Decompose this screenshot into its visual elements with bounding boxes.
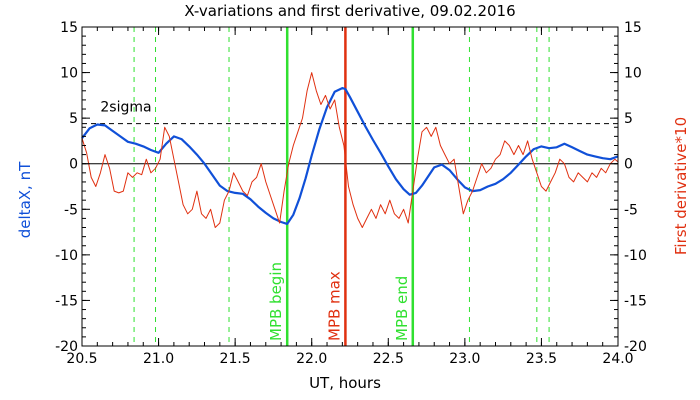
y-tick-label: -10: [55, 248, 78, 264]
y-tick-label: 5: [69, 111, 78, 127]
y-tick-label: 15: [60, 20, 78, 36]
y2-tick-label: 15: [624, 20, 642, 36]
y2-tick-label: -5: [624, 202, 638, 218]
event-marker-label: MPB begin: [267, 262, 285, 341]
x-tick-label: 21.5: [220, 351, 251, 367]
x-tick-label: 23.5: [526, 351, 557, 367]
event-markers: MPB begin MPB max MPB end: [133, 27, 550, 346]
chart-title: X-variations and first derivative, 09.02…: [184, 2, 515, 20]
y-tick-label: 0: [69, 157, 78, 173]
x-axis-label: UT, hours: [309, 374, 381, 392]
reference-lines: [82, 123, 618, 165]
plot-frame: [81, 26, 619, 347]
axes: 20.5 21.0 21.5 22.0 22.5 23.0 23.5 24.0-20 -20-1…: [55, 20, 647, 367]
deltax-series-line: [81, 86, 619, 225]
event-marker-label: MPB max: [325, 271, 343, 341]
x-tick-label: 24.0: [602, 351, 633, 367]
y-tick-label: -20: [55, 339, 78, 355]
x-tick-label: 22.5: [373, 351, 404, 367]
y2-tick-label: 10: [624, 66, 642, 82]
y2-tick-label: -20: [624, 339, 647, 355]
y2-tick-label: 5: [624, 111, 633, 127]
y2-tick-label: -15: [624, 293, 647, 309]
y2-tick-label: 0: [624, 157, 633, 173]
y-axis-label: deltaX, nT: [16, 161, 34, 238]
sigma-label: 2sigma: [100, 100, 151, 116]
y-tick-label: -15: [55, 293, 78, 309]
series-lines: [81, 72, 619, 228]
x-tick-label: 23.0: [449, 351, 480, 367]
derivative-series-line: [81, 72, 619, 228]
y-tick-label: 10: [60, 66, 78, 82]
y-tick-label: -5: [64, 202, 78, 218]
x-tick-label: 20.5: [66, 351, 97, 367]
y2-axis-label: First derivative*10: [672, 117, 690, 255]
event-marker-label: MPB end: [393, 276, 411, 341]
y2-tick-label: -10: [624, 248, 647, 264]
x-tick-label: 22.0: [296, 351, 327, 367]
x-tick-label: 21.0: [143, 351, 174, 367]
